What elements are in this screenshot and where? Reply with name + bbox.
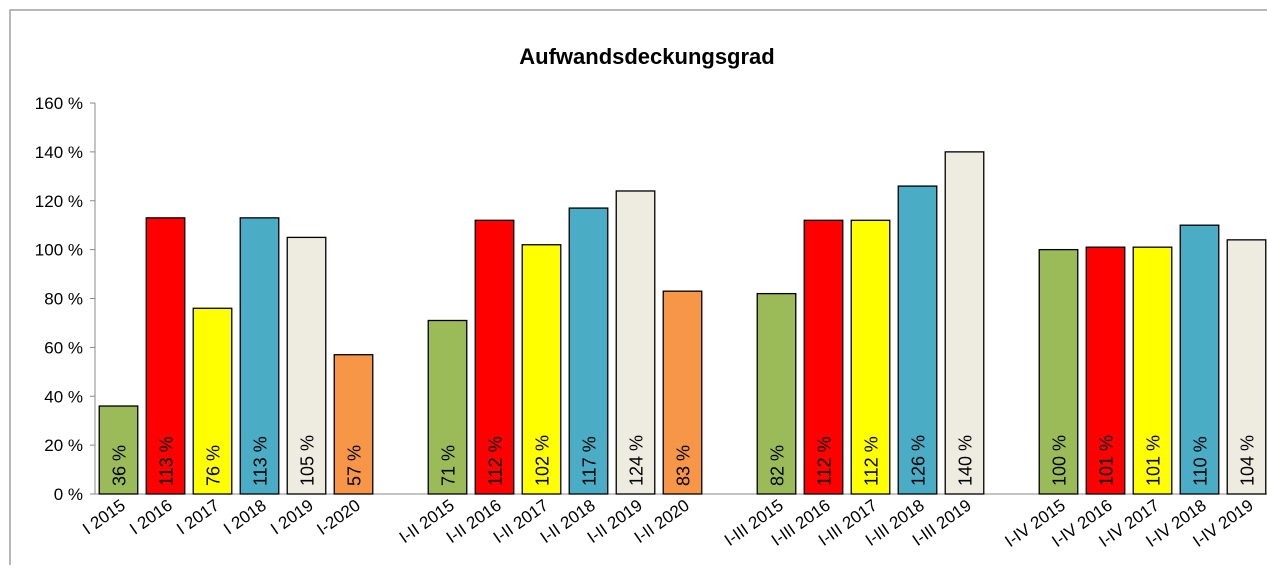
bar xyxy=(756,292,797,495)
bar xyxy=(850,219,891,495)
bar xyxy=(615,190,656,495)
data-label: 82 % xyxy=(768,445,788,486)
data-label: 105 % xyxy=(298,435,318,486)
data-label: 112 % xyxy=(862,436,882,486)
x-tick-label: I-2020 xyxy=(313,496,363,539)
chart-title: Aufwandsdeckungsgrad xyxy=(519,44,774,69)
data-label: 113 % xyxy=(251,436,271,486)
y-tick-label: 60 % xyxy=(44,338,83,357)
bar xyxy=(803,219,844,495)
data-label: 101 % xyxy=(1144,435,1164,486)
data-label: 76 % xyxy=(204,445,224,486)
x-tick-label: I 2018 xyxy=(220,496,270,539)
data-label: 100 % xyxy=(1050,435,1070,486)
bar xyxy=(474,219,515,495)
bar xyxy=(239,217,280,495)
bar xyxy=(1038,248,1079,495)
y-tick-label: 160 % xyxy=(35,94,83,113)
x-tick-label: I 2015 xyxy=(79,496,129,539)
bar xyxy=(286,236,327,495)
bar xyxy=(145,217,186,495)
bar xyxy=(1226,239,1267,495)
y-tick-label: 100 % xyxy=(35,241,83,260)
bar xyxy=(98,405,139,495)
bar xyxy=(521,244,562,495)
bar xyxy=(427,319,468,495)
data-label: 36 % xyxy=(110,445,130,486)
data-label: 83 % xyxy=(674,445,694,486)
bar xyxy=(897,185,938,495)
bar xyxy=(1132,246,1173,495)
data-label: 110 % xyxy=(1191,436,1211,486)
data-label: 126 % xyxy=(909,435,929,486)
y-tick-label: 20 % xyxy=(44,436,83,455)
data-label: 124 % xyxy=(627,435,647,486)
y-tick-label: 80 % xyxy=(44,290,83,309)
data-label: 104 % xyxy=(1238,435,1258,486)
chart-frame xyxy=(9,9,1267,565)
bar xyxy=(568,207,609,495)
bar xyxy=(192,307,233,495)
y-tick-label: 40 % xyxy=(44,387,83,406)
bar xyxy=(944,151,985,495)
bar xyxy=(1085,246,1126,495)
y-tick-label: 0 % xyxy=(54,485,83,504)
bar xyxy=(1179,224,1220,495)
data-label: 113 % xyxy=(157,436,177,486)
data-label: 112 % xyxy=(486,436,506,486)
y-tick-label: 140 % xyxy=(35,143,83,162)
data-label: 112 % xyxy=(815,436,835,486)
x-tick-label: I 2019 xyxy=(267,496,317,539)
data-label: 71 % xyxy=(439,445,459,486)
data-label: 102 % xyxy=(533,435,553,486)
data-label: 57 % xyxy=(345,445,365,486)
bar xyxy=(333,354,374,495)
data-label: 140 % xyxy=(956,435,976,486)
data-label: 117 % xyxy=(580,436,600,486)
x-tick-label: I 2017 xyxy=(173,496,223,539)
x-tick-label: I 2016 xyxy=(126,496,176,539)
data-label: 101 % xyxy=(1097,435,1117,486)
y-tick-label: 120 % xyxy=(35,192,83,211)
bar xyxy=(662,290,703,495)
